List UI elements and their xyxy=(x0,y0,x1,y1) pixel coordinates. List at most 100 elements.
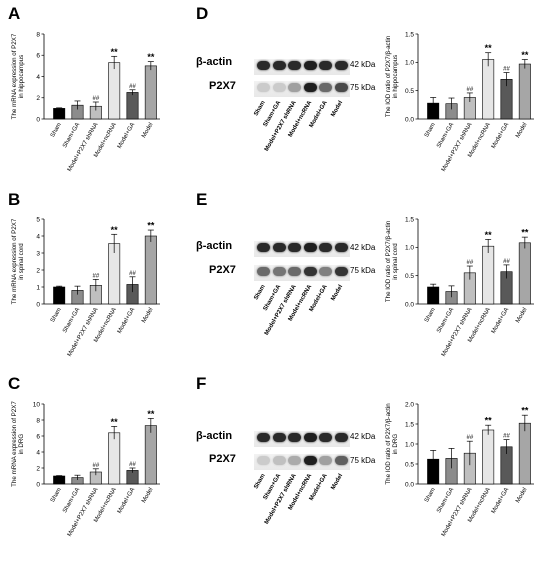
blot-band xyxy=(288,267,301,276)
blot-d-kda-p2x7: 75 kDa xyxy=(350,83,376,92)
blot-band xyxy=(319,433,332,442)
significance-label: ** xyxy=(485,43,493,53)
significance-label: ** xyxy=(111,47,119,57)
y-tick-label: 4 xyxy=(36,449,40,456)
x-category-label: Model xyxy=(515,487,528,504)
blot-lane-label: Model xyxy=(330,284,344,302)
panel-letter-b: B xyxy=(8,190,21,209)
western-blot-d: Sham Sham+GA Model+P2X7 shRNA Model+ncRNA Mo… xyxy=(253,59,414,154)
x-category-label: Model xyxy=(141,307,154,324)
blot-e-p2x7-row xyxy=(254,265,350,281)
blot-band xyxy=(334,243,348,252)
y-axis-label: The IOD ratio of P2X7/β-actin xyxy=(385,220,392,302)
blot-band xyxy=(303,243,317,252)
bar-0 xyxy=(53,475,66,485)
bar-5 xyxy=(518,63,531,120)
significance-label: ## xyxy=(92,463,99,469)
y-axis-label: in DRG xyxy=(18,434,25,454)
y-tick-label: 8 xyxy=(36,417,40,424)
significance-label: ** xyxy=(521,406,529,416)
significance-label: ** xyxy=(147,409,155,419)
blot-d-p2x7-row xyxy=(254,81,350,97)
blot-lane-label: Model xyxy=(330,473,344,491)
bar-3 xyxy=(482,429,495,485)
blot-f-beta-actin-row xyxy=(254,431,350,447)
y-tick-label: 0.5 xyxy=(405,273,414,280)
significance-label: ## xyxy=(466,260,473,266)
y-axis-label: The mRNA expression of P2X7 xyxy=(11,33,18,119)
significance-label: ## xyxy=(503,259,510,265)
y-axis-label: The mRNA expression of P2X7 xyxy=(11,401,18,487)
blot-band xyxy=(257,267,270,276)
blot-band xyxy=(319,243,332,252)
x-category-label: Sham+GA xyxy=(62,487,81,514)
bar-5 xyxy=(518,422,531,485)
bar-5 xyxy=(144,425,157,485)
y-axis-label: in spinal cord xyxy=(18,243,25,280)
blot-d-beta-actin-label: β-actin xyxy=(196,56,233,68)
y-tick-label: 1 xyxy=(36,284,40,291)
blot-band xyxy=(319,61,332,70)
blot-band xyxy=(319,267,332,276)
significance-label: ## xyxy=(466,435,473,441)
blot-f-p2x7-row xyxy=(254,454,350,470)
blot-band xyxy=(303,456,317,465)
significance-label: ** xyxy=(111,417,119,427)
blot-lane-label: Model xyxy=(330,100,344,118)
x-category-label: Model xyxy=(515,307,528,324)
blot-band xyxy=(272,61,286,70)
y-tick-label: 1.0 xyxy=(405,441,414,448)
x-category-label: Model xyxy=(515,122,528,139)
bar-chart-hippocampus-iod: The IOD ratio of P2X7/β-actin in hippocam… xyxy=(385,31,534,173)
bar-4 xyxy=(126,92,139,120)
blot-f-beta-actin-label: β-actin xyxy=(196,430,233,442)
y-tick-label: 10 xyxy=(33,401,41,408)
bar-3 xyxy=(482,245,495,305)
blot-band xyxy=(288,61,301,70)
bar-3 xyxy=(482,59,495,120)
blot-band xyxy=(334,433,348,442)
blot-e-beta-actin-row xyxy=(254,241,350,257)
y-axis-label: in hippocampus xyxy=(18,55,25,98)
bar-chart-spinal-cord-mrna: The mRNA expression of P2X7 in spinal cor… xyxy=(11,216,160,358)
blot-e-beta-actin-label: β-actin xyxy=(196,240,233,252)
blot-band xyxy=(303,433,317,442)
significance-label: ** xyxy=(521,50,529,60)
y-tick-label: 2 xyxy=(36,465,40,472)
blot-lane-label: Sham xyxy=(253,100,266,117)
y-tick-label: 0.0 xyxy=(405,481,414,488)
y-tick-label: 1.0 xyxy=(405,245,414,252)
x-category-label: Sham xyxy=(424,122,437,139)
x-category-label: Model+GA xyxy=(117,122,136,150)
significance-label: ## xyxy=(129,84,136,90)
blot-band xyxy=(334,267,348,276)
y-axis-label: in spinal cord xyxy=(392,243,399,280)
x-category-label: Sham+GA xyxy=(436,307,455,334)
significance-label: ** xyxy=(147,221,155,231)
blot-band xyxy=(257,83,270,92)
x-category-label: Sham xyxy=(50,307,63,324)
panel-letter-f: F xyxy=(196,374,207,393)
bar-0 xyxy=(53,108,66,120)
blot-lane-label: Sham xyxy=(253,473,266,490)
western-blot-e: Sham Sham+GA Model+P2X7 shRNA Model+ncRNA Mo… xyxy=(253,241,414,337)
y-tick-label: 2.0 xyxy=(405,401,414,408)
blot-band xyxy=(288,433,301,442)
blot-band xyxy=(257,61,270,70)
x-category-label: Sham+GA xyxy=(62,307,81,334)
blot-f-kda-beta: 42 kDa xyxy=(350,432,376,441)
bar-5 xyxy=(518,242,531,305)
x-category-label: Sham xyxy=(424,487,437,504)
y-axis-label: The IOD ratio of P2X7/β-actin xyxy=(385,403,392,485)
blot-f-p2x7-label: P2X7 xyxy=(209,453,236,465)
bar-5 xyxy=(144,235,157,305)
panel-letter-e: E xyxy=(196,190,208,209)
significance-label: ## xyxy=(503,434,510,440)
x-category-label: Model+GA xyxy=(117,487,136,515)
bar-3 xyxy=(108,432,121,485)
x-category-label: Model+GA xyxy=(491,122,510,150)
blot-band xyxy=(257,243,270,252)
y-tick-label: 1.5 xyxy=(405,31,414,38)
significance-label: ** xyxy=(147,52,155,62)
blot-band xyxy=(272,243,286,252)
